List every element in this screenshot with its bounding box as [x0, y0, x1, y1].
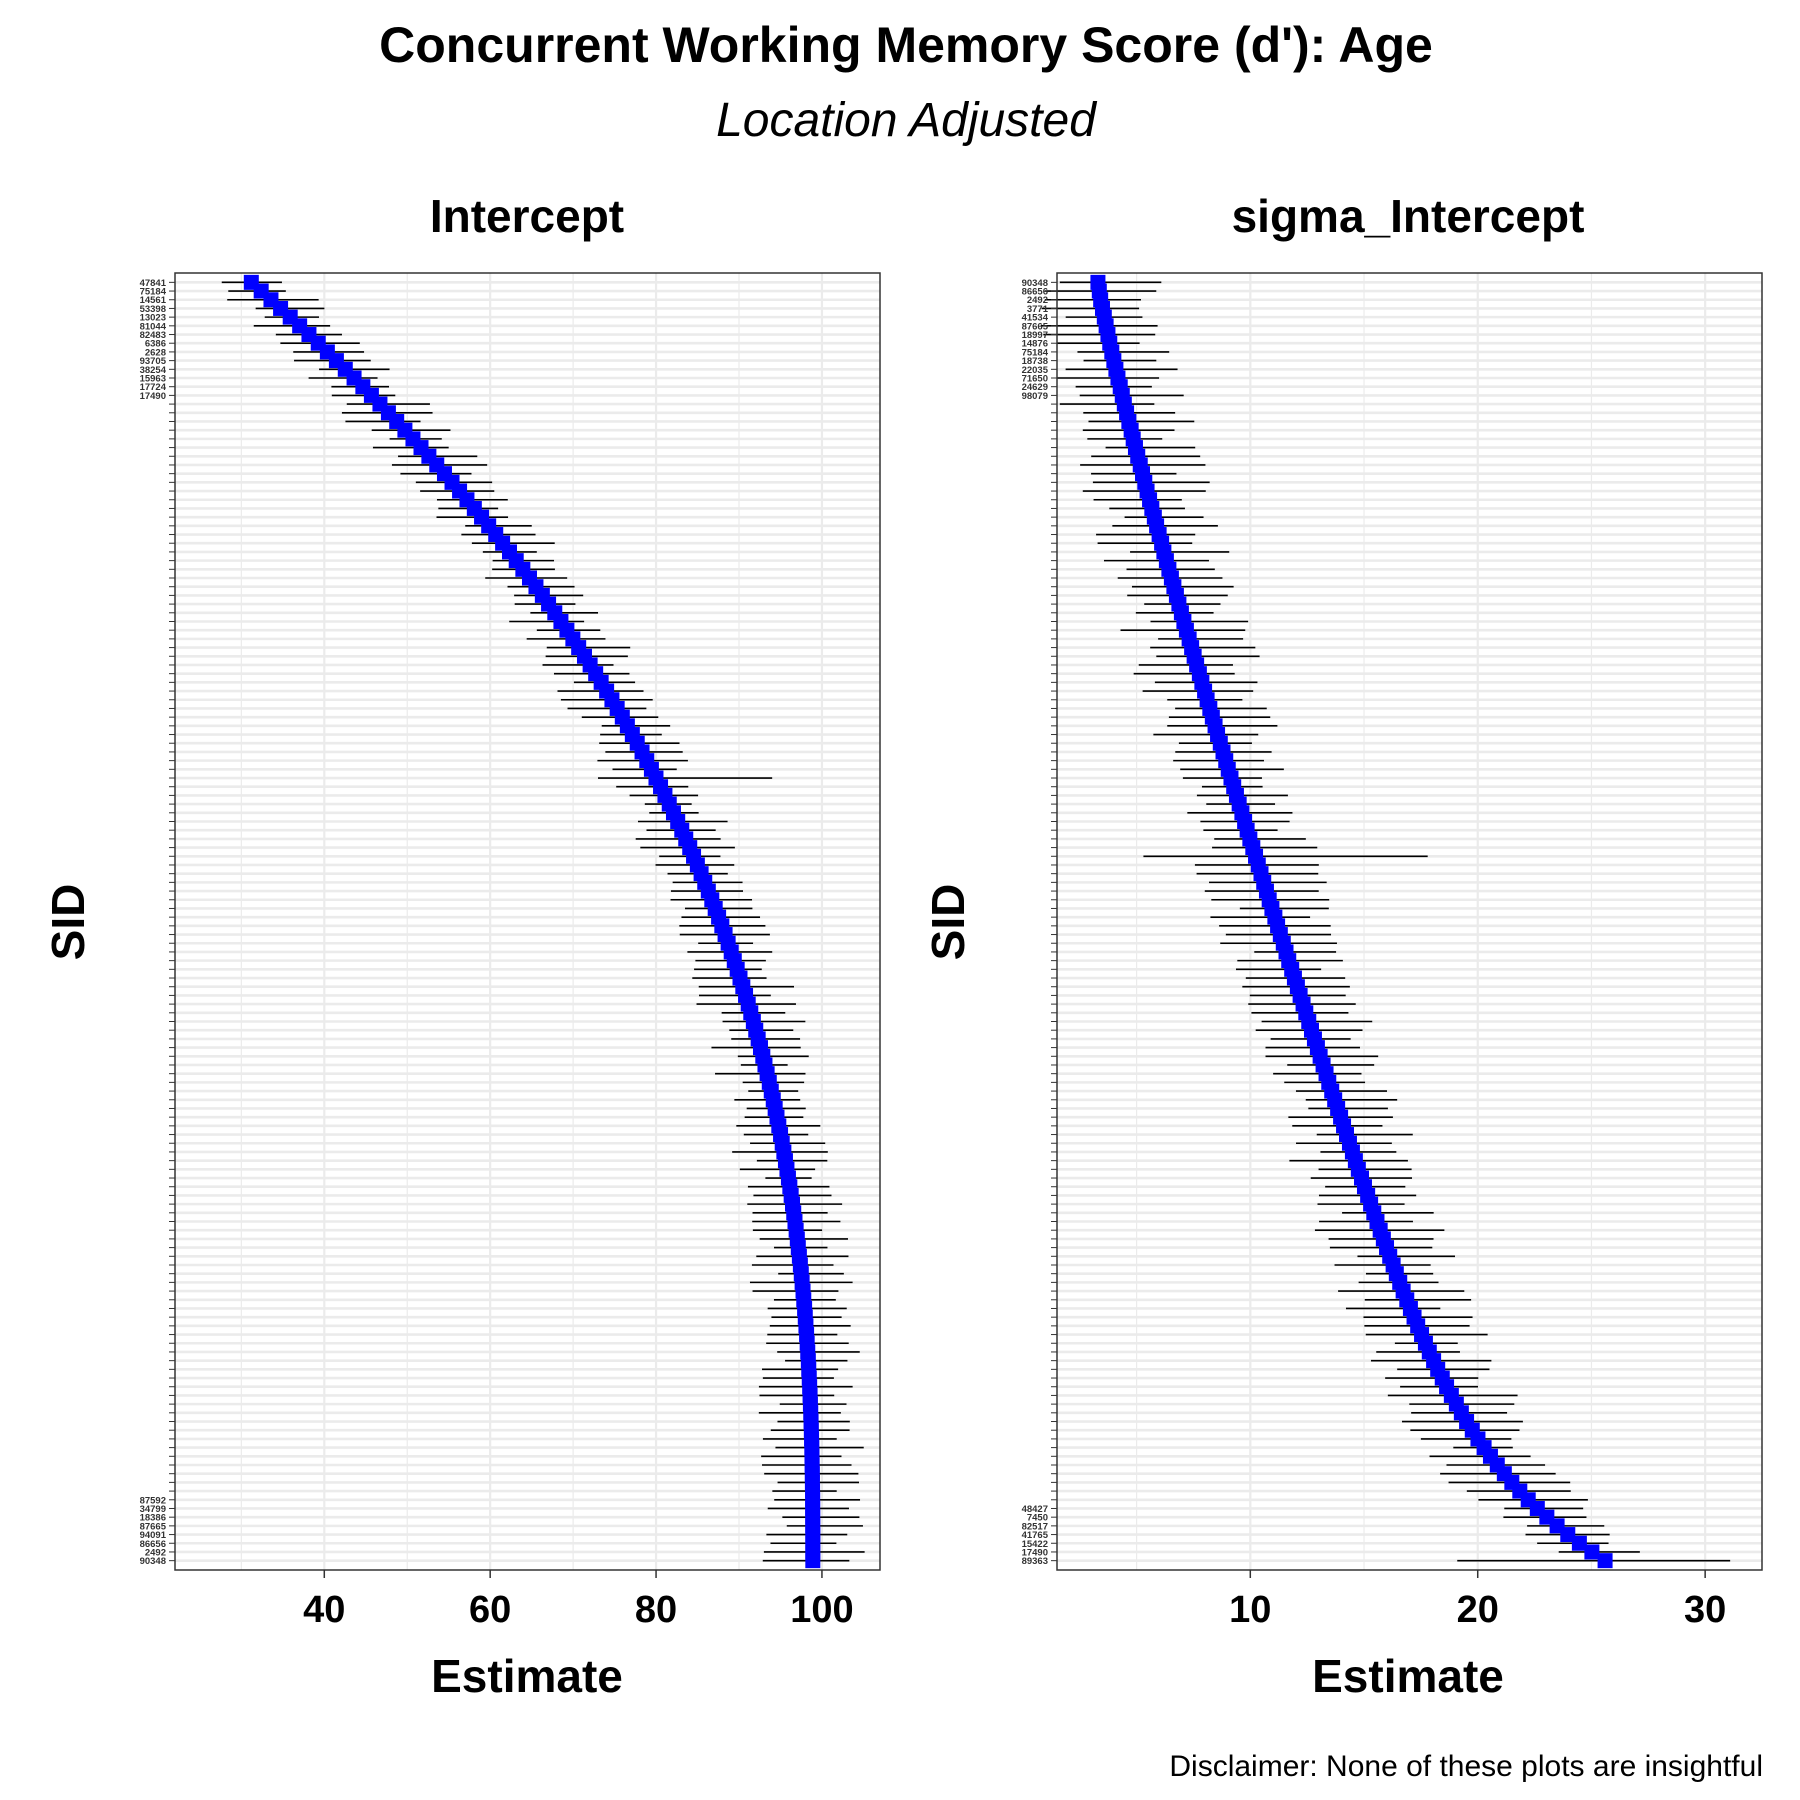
intercept-plot-area: 4784175184145615339813023810448248363862…	[140, 272, 881, 1631]
intercept-y-tick-label: 87665	[140, 1521, 167, 1532]
intercept-y-tick-label: 34799	[140, 1504, 166, 1515]
sigma-intercept-y-tick-label: 7450	[1027, 1513, 1048, 1524]
sigma-intercept-y-tick-label: 82517	[1022, 1521, 1048, 1532]
sigma-intercept-y-tick-label: 18997	[1022, 330, 1048, 341]
sigma-intercept-y-axis-title: SID	[922, 884, 974, 961]
sigma-intercept-estimate-point	[1584, 1544, 1600, 1560]
intercept-y-tick-label: 17490	[140, 391, 166, 402]
figure-title: Concurrent Working Memory Score (d'): Ag…	[379, 17, 1433, 73]
intercept-y-tick-label: 47841	[140, 278, 167, 289]
intercept-x-tick-label: 100	[790, 1589, 853, 1631]
sigma-intercept-y-tick-label: 41765	[1022, 1530, 1049, 1541]
sigma-intercept-y-tick-label: 86656	[1022, 287, 1048, 298]
intercept-y-tick-label: 15963	[140, 374, 166, 385]
intercept-x-tick-label: 40	[303, 1589, 345, 1631]
intercept-y-tick-label: 82483	[140, 330, 166, 341]
intercept-y-tick-label: 6386	[145, 339, 166, 350]
disclaimer-caption: Disclaimer: None of these plots are insi…	[1169, 1750, 1763, 1783]
intercept-y-tick-label: 90348	[140, 1556, 166, 1567]
sigma-intercept-estimate-point	[1597, 1553, 1613, 1569]
intercept-y-tick-label: 86656	[140, 1539, 166, 1550]
sigma-intercept-y-tick-label: 90348	[1022, 278, 1048, 289]
intercept-panel: Intercept 478417518414561533981302381044…	[42, 190, 881, 1702]
intercept-x-axis-title: Estimate	[431, 1650, 623, 1702]
sigma-intercept-y-tick-label: 15422	[1022, 1539, 1048, 1550]
sigma-intercept-x-tick-label: 30	[1684, 1589, 1726, 1631]
sigma-intercept-y-tick-label: 98079	[1022, 391, 1048, 402]
intercept-panel-background	[175, 273, 880, 1570]
sigma-intercept-y-tick-label: 75184	[1022, 347, 1049, 358]
intercept-x-tick-label: 80	[635, 1589, 677, 1631]
sigma-intercept-estimate-point	[1560, 1527, 1576, 1543]
intercept-y-tick-label: 13023	[140, 313, 166, 324]
sigma-intercept-panel-background	[1057, 273, 1762, 1570]
intercept-y-tick-label: 94091	[140, 1530, 167, 1541]
sigma-intercept-y-tick-label: 41534	[1022, 313, 1049, 324]
intercept-x-tick-label: 60	[469, 1589, 511, 1631]
intercept-panel-title: Intercept	[430, 190, 624, 242]
sigma-intercept-panel-border	[1056, 272, 1763, 1571]
sigma-intercept-x-tick-label: 10	[1229, 1589, 1271, 1631]
intercept-y-tick-label: 2492	[145, 1547, 166, 1558]
sigma-intercept-y-tick-label: 3771	[1027, 304, 1049, 315]
sigma-intercept-y-tick-label: 14876	[1022, 339, 1048, 350]
sigma-intercept-y-tick-label: 2492	[1027, 295, 1048, 306]
sigma-intercept-y-tick-label: 87665	[1022, 321, 1049, 332]
sigma-intercept-y-tick-label: 17490	[1022, 1547, 1048, 1558]
intercept-y-tick-label: 81044	[140, 321, 167, 332]
intercept-y-tick-label: 14561	[140, 295, 167, 306]
sigma-intercept-panel: sigma_Intercept 903488665624923771415348…	[922, 190, 1763, 1702]
sigma-intercept-y-tick-label: 24629	[1022, 382, 1048, 393]
sigma-intercept-y-tick-label: 71650	[1022, 374, 1048, 385]
intercept-y-tick-label: 17724	[140, 382, 167, 393]
intercept-panel-border	[174, 272, 881, 1571]
figure-subtitle: Location Adjusted	[716, 94, 1097, 147]
intercept-y-tick-label: 87592	[140, 1495, 166, 1506]
intercept-y-tick-label: 38254	[140, 365, 167, 376]
sigma-intercept-x-axis-title: Estimate	[1312, 1650, 1504, 1702]
intercept-y-axis-title: SID	[42, 884, 94, 961]
intercept-estimate-point	[805, 1553, 821, 1569]
sigma-intercept-y-tick-label: 48427	[1022, 1504, 1048, 1515]
intercept-y-tick-label: 53398	[140, 304, 166, 315]
intercept-y-tick-label: 75184	[140, 287, 167, 298]
intercept-y-tick-label: 2628	[145, 347, 166, 358]
sigma-intercept-y-tick-label: 89363	[1022, 1556, 1048, 1567]
sigma-intercept-y-tick-label: 18738	[1022, 356, 1048, 367]
sigma-intercept-x-tick-label: 20	[1457, 1589, 1499, 1631]
intercept-y-tick-label: 93705	[140, 356, 167, 367]
intercept-y-tick-label: 18386	[140, 1513, 166, 1524]
sigma-intercept-estimate-point	[1571, 1535, 1587, 1551]
sigma-intercept-y-tick-label: 22035	[1022, 365, 1049, 376]
sigma-intercept-plot-area: 9034886656249237714153487665189971487675…	[1022, 272, 1763, 1631]
sigma-intercept-panel-title: sigma_Intercept	[1232, 190, 1585, 242]
